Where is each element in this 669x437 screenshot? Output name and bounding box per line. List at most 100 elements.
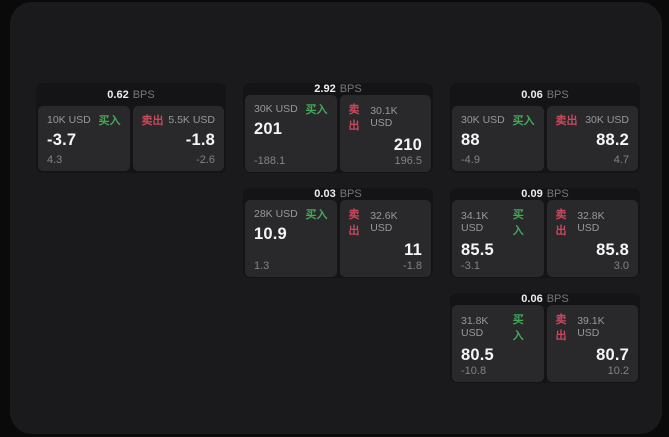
sell-panel-header: 卖出 30K USD <box>556 112 630 128</box>
card-header: 0.62 BPS <box>38 83 224 106</box>
sell-price: 85.8 <box>596 241 629 259</box>
sell-panel[interactable]: 卖出 30K USD 88.2 4.7 <box>546 106 638 171</box>
sell-delta: 4.7 <box>613 154 629 166</box>
buy-side-label: 买入 <box>512 115 535 127</box>
app-panel: 0.62 BPS 10K USD 买入 -3.7 4.3 卖出 5.5K USD… <box>10 2 662 434</box>
quote-card: 0.06 BPS 31.8K USD 买入 80.5 -10.8 卖出 39.1… <box>450 293 640 383</box>
buy-panel-header: 30K USD 买入 <box>254 101 328 117</box>
buy-notional: 30K USD <box>254 103 298 115</box>
buy-panel-header: 30K USD 买入 <box>461 112 535 128</box>
buy-price: 201 <box>254 120 283 138</box>
sell-panel-header: 卖出 5.5K USD <box>142 112 216 128</box>
buy-panel-header: 28K USD 买入 <box>254 206 328 222</box>
buy-delta: -3.1 <box>461 260 480 272</box>
buy-panel-header: 34.1K USD 买入 <box>461 206 535 238</box>
sell-notional: 30.1K USD <box>370 105 398 129</box>
sell-delta: -1.8 <box>403 260 422 272</box>
buy-notional: 34.1K USD <box>461 210 489 234</box>
buy-delta: -10.8 <box>461 365 487 377</box>
sell-side-label: 卖出 <box>555 209 567 237</box>
quote-panels: 10K USD 买入 -3.7 4.3 卖出 5.5K USD -1.8 -2.… <box>38 106 224 171</box>
sell-panel-header: 卖出 32.8K USD <box>556 206 630 238</box>
bps-unit-label: BPS <box>339 83 362 95</box>
sell-panel[interactable]: 卖出 30.1K USD 210 196.5 <box>339 95 431 172</box>
buy-price: 80.5 <box>461 346 494 364</box>
buy-panel[interactable]: 30K USD 买入 201 -188.1 <box>245 95 337 172</box>
sell-price: -1.8 <box>185 131 215 149</box>
sell-panel[interactable]: 卖出 32.8K USD 85.8 3.0 <box>546 200 638 277</box>
sell-panel-header: 卖出 32.6K USD <box>349 206 423 238</box>
bps-value: 0.09 <box>521 188 543 200</box>
sell-delta: 10.2 <box>607 365 629 377</box>
bps-unit-label: BPS <box>339 188 362 200</box>
buy-price: -3.7 <box>47 131 77 149</box>
bps-unit-label: BPS <box>132 88 155 101</box>
sell-panel[interactable]: 卖出 5.5K USD -1.8 -2.6 <box>132 106 224 171</box>
quote-card: 2.92 BPS 30K USD 买入 201 -188.1 卖出 30.1K … <box>243 83 433 173</box>
sell-delta: -2.6 <box>196 154 215 166</box>
sell-notional: 32.6K USD <box>370 210 398 234</box>
sell-price: 210 <box>393 136 422 154</box>
bps-value: 2.92 <box>314 83 336 95</box>
buy-panel[interactable]: 10K USD 买入 -3.7 4.3 <box>38 106 130 171</box>
sell-price: 80.7 <box>596 346 629 364</box>
bps-value: 0.62 <box>107 88 129 101</box>
cards-grid: 0.62 BPS 10K USD 买入 -3.7 4.3 卖出 5.5K USD… <box>36 83 640 383</box>
sell-panel[interactable]: 卖出 32.6K USD 11 -1.8 <box>339 200 431 277</box>
buy-panel[interactable]: 34.1K USD 买入 85.5 -3.1 <box>452 200 544 277</box>
buy-panel[interactable]: 31.8K USD 买入 80.5 -10.8 <box>452 305 544 382</box>
bps-unit-label: BPS <box>546 88 569 101</box>
sell-panel-header: 卖出 30.1K USD <box>349 101 423 133</box>
buy-notional: 31.8K USD <box>461 315 489 339</box>
buy-delta: -188.1 <box>254 155 286 167</box>
sell-side-label: 卖出 <box>348 209 360 237</box>
quote-card: 0.03 BPS 28K USD 买入 10.9 1.3 卖出 32.6K US… <box>243 188 433 278</box>
sell-delta: 3.0 <box>613 260 629 272</box>
buy-notional: 30K USD <box>461 114 505 126</box>
card-header: 0.09 BPS <box>452 188 638 200</box>
sell-delta: 196.5 <box>394 155 422 167</box>
quote-card: 0.09 BPS 34.1K USD 买入 85.5 -3.1 卖出 32.8K… <box>450 188 640 278</box>
sell-notional: 32.8K USD <box>577 210 605 234</box>
buy-panel-header: 31.8K USD 买入 <box>461 311 535 343</box>
sell-side-label: 卖出 <box>555 115 578 127</box>
quote-card: 0.06 BPS 30K USD 买入 88 -4.9 卖出 30K USD 8… <box>450 83 640 173</box>
bps-unit-label: BPS <box>546 293 569 305</box>
card-header: 0.06 BPS <box>452 83 638 106</box>
buy-side-label: 买入 <box>305 209 328 221</box>
quote-panels: 28K USD 买入 10.9 1.3 卖出 32.6K USD 11 -1.8 <box>245 200 431 277</box>
sell-side-label: 卖出 <box>348 104 360 132</box>
buy-delta: 4.3 <box>47 154 63 166</box>
card-header: 0.03 BPS <box>245 188 431 200</box>
quote-panels: 31.8K USD 买入 80.5 -10.8 卖出 39.1K USD 80.… <box>452 305 638 382</box>
sell-side-label: 卖出 <box>141 115 164 127</box>
buy-side-label: 买入 <box>305 104 328 116</box>
sell-notional: 30K USD <box>585 114 629 126</box>
buy-panel[interactable]: 28K USD 买入 10.9 1.3 <box>245 200 337 277</box>
buy-side-label: 买入 <box>512 209 524 237</box>
sell-panel[interactable]: 卖出 39.1K USD 80.7 10.2 <box>546 305 638 382</box>
sell-notional: 39.1K USD <box>577 315 605 339</box>
buy-panel-header: 10K USD 买入 <box>47 112 121 128</box>
buy-panel[interactable]: 30K USD 买入 88 -4.9 <box>452 106 544 171</box>
sell-price: 11 <box>404 241 422 259</box>
bps-unit-label: BPS <box>546 188 569 200</box>
buy-notional: 28K USD <box>254 208 298 220</box>
bps-value: 0.06 <box>521 293 543 305</box>
bps-value: 0.06 <box>521 88 543 101</box>
buy-delta: -4.9 <box>461 154 480 166</box>
quote-panels: 30K USD 买入 201 -188.1 卖出 30.1K USD 210 1… <box>245 95 431 172</box>
quote-panels: 34.1K USD 买入 85.5 -3.1 卖出 32.8K USD 85.8… <box>452 200 638 277</box>
quote-card: 0.62 BPS 10K USD 买入 -3.7 4.3 卖出 5.5K USD… <box>36 83 226 173</box>
buy-notional: 10K USD <box>47 114 91 126</box>
buy-side-label: 买入 <box>98 115 121 127</box>
buy-price: 85.5 <box>461 241 494 259</box>
sell-notional: 5.5K USD <box>168 114 215 126</box>
buy-delta: 1.3 <box>254 260 270 272</box>
sell-price: 88.2 <box>596 131 629 149</box>
sell-side-label: 卖出 <box>555 314 567 342</box>
buy-price: 88 <box>461 131 480 149</box>
sell-panel-header: 卖出 39.1K USD <box>556 311 630 343</box>
card-header: 0.06 BPS <box>452 293 638 305</box>
quote-panels: 30K USD 买入 88 -4.9 卖出 30K USD 88.2 4.7 <box>452 106 638 171</box>
